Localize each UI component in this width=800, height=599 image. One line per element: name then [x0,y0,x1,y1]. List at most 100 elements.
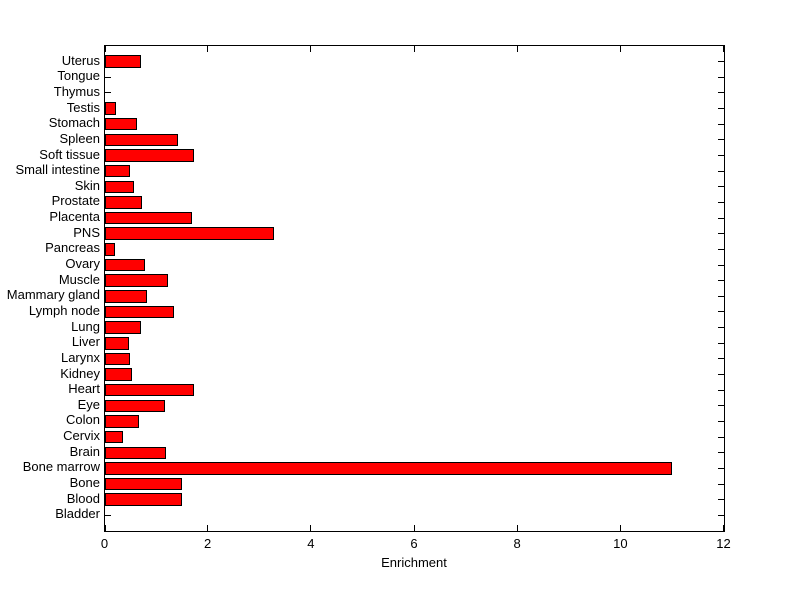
ytick-right-cervix [718,436,724,438]
ytick-label-pancreas: Pancreas [45,240,100,256]
ytick-label-lung: Lung [71,318,100,334]
ytick-right-mammary-gland [718,295,724,297]
ytick-label-muscle: Muscle [58,271,100,287]
plot-area [104,45,725,532]
ytick-label-pns: PNS [73,224,100,240]
xtick-bottom-10 [619,525,621,531]
ytick-label-brain: Brain [69,443,100,459]
xtick-top-4 [310,46,312,52]
bar-placenta [105,211,193,225]
bar-cervix [105,430,123,444]
bar-kidney [105,368,133,381]
ytick-right-brain [718,452,724,454]
bar-skin [105,180,134,194]
xtick-top-8 [516,46,518,52]
ytick-label-colon: Colon [66,412,100,428]
bar-small-intestine [105,164,131,178]
bar-prostate [105,196,142,209]
ytick-right-bone [718,483,724,485]
xtick-top-10 [619,46,621,52]
bar-liver [105,337,130,350]
ytick-right-lung [718,327,724,329]
ytick-right-heart [718,389,724,391]
bar-lymph-node [105,305,174,319]
bar-bone [105,477,183,491]
ytick-right-pancreas [718,248,724,250]
xtick-label-10: 10 [613,536,628,551]
xtick-bottom-0 [105,525,106,531]
bar-pancreas [105,243,116,256]
xtick-top-2 [207,46,209,52]
bar-colon [105,415,139,428]
ytick-label-stomach: Stomach [48,115,100,131]
xtick-bottom-2 [207,525,209,531]
ytick-right-soft-tissue [718,155,724,157]
bar-mammary-gland [105,290,148,303]
ytick-right-testis [718,108,724,110]
bar-testis [105,102,117,115]
ytick-right-small-intestine [718,170,724,172]
ytick-right-bladder [718,514,724,516]
ytick-right-thymus [718,92,724,94]
ytick-label-ovary: Ovary [65,256,100,272]
xtick-bottom-6 [413,525,415,531]
bar-ovary [105,258,146,272]
ytick-right-larynx [718,358,724,360]
ytick-left-thymus [105,92,111,94]
xtick-top-12 [723,46,724,52]
xtick-label-0: 0 [100,536,109,551]
bar-heart [105,383,195,397]
ytick-right-stomach [718,123,724,125]
xtick-label-2: 2 [204,536,212,551]
xtick-label-12: 12 [716,536,731,551]
ytick-right-ovary [718,264,724,266]
bar-eye [105,399,166,413]
xtick-top-0 [105,46,106,52]
xtick-bottom-4 [310,525,312,531]
ytick-label-liver: Liver [71,334,100,350]
ytick-right-kidney [718,374,724,376]
bar-brain [105,446,167,460]
xtick-label-8: 8 [513,536,521,551]
ytick-right-uterus [718,61,724,63]
ytick-label-kidney: Kidney [60,365,100,381]
ytick-label-prostate: Prostate [51,193,100,209]
ytick-label-heart: Heart [68,381,100,397]
x-axis-tick-labels: 0 2 4 6 8 10 12 [0,537,800,553]
ytick-label-uterus: Uterus [61,52,100,68]
ytick-right-skin [718,186,724,188]
bar-lung [105,321,141,334]
ytick-label-bladder: Bladder [55,506,100,522]
bar-pns [105,227,274,240]
ytick-label-bone-marrow: Bone marrow [22,459,100,475]
ytick-label-placenta: Placenta [49,209,100,225]
ytick-right-prostate [718,201,724,203]
ytick-label-soft-tissue: Soft tissue [39,146,100,162]
ytick-label-eye: Eye [77,396,100,412]
bar-bone-marrow [105,462,673,475]
ytick-right-colon [718,420,724,422]
y-axis-labels: Uterus Tongue Thymus Testis Stomach Spleen Sof… [0,45,100,532]
ytick-label-larynx: Larynx [60,349,100,365]
bar-uterus [105,55,142,68]
xtick-label-6: 6 [410,536,418,551]
bar-muscle [105,274,169,287]
ytick-label-blood: Blood [66,490,100,506]
ytick-label-small-intestine: Small intestine [15,162,100,178]
ytick-right-spleen [718,139,724,141]
ytick-right-blood [718,499,724,501]
ytick-right-bone-marrow [718,467,724,469]
bar-soft-tissue [105,149,195,162]
ytick-right-lymph-node [718,311,724,313]
ytick-label-bone: Bone [69,475,100,491]
ytick-label-testis: Testis [66,99,100,115]
ytick-label-spleen: Spleen [59,130,100,146]
xtick-bottom-12 [723,525,724,531]
ytick-right-tongue [718,76,724,78]
ytick-right-pns [718,233,724,235]
xtick-top-6 [413,46,415,52]
ytick-label-tongue: Tongue [57,68,100,84]
ytick-right-muscle [718,280,724,282]
x-axis-title: Enrichment [381,555,447,570]
